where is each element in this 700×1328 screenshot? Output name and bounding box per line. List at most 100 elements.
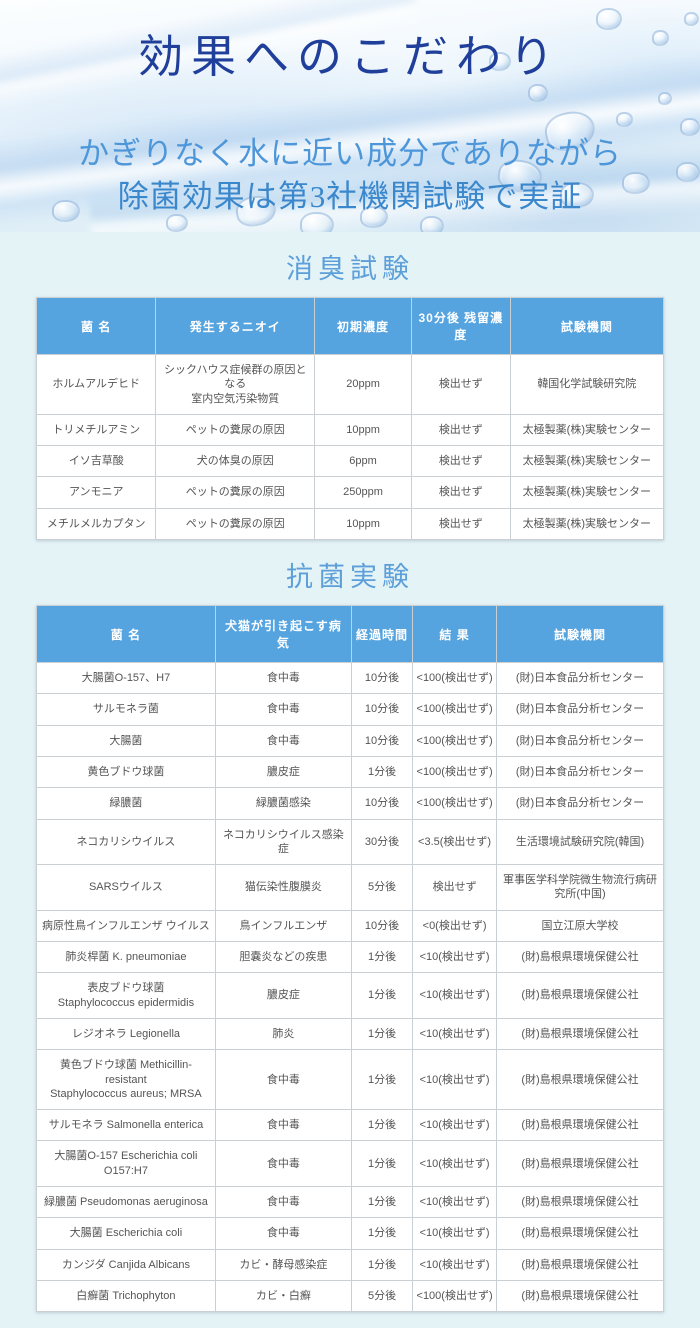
cell: シックハウス症候群の原因となる 室内空気汚染物質 <box>155 354 316 415</box>
table-row: 黄色ブドウ球菌 膿皮症 1分後 <100(検出せず) (財)日本食品分析センター <box>36 755 665 789</box>
cell: 白癬菌 Trichophyton <box>36 1279 216 1313</box>
cell: 10分後 <box>350 909 414 943</box>
cell: <3.5(検出せず) <box>412 818 497 866</box>
cell: <0(検出せず) <box>412 909 497 943</box>
cell: トリメチルアミン <box>35 413 157 447</box>
cell: 鳥インフルエンザ <box>214 909 352 943</box>
cell: 1分後 <box>350 1049 414 1111</box>
cell: 10ppm <box>314 507 412 541</box>
cell: 1分後 <box>350 755 414 789</box>
table-row: イソ吉草酸 犬の体臭の原因 6ppm 検出せず 太極製薬(株)実験センター <box>35 445 665 478</box>
column-header: 発生するニオイ <box>155 297 316 355</box>
cell: 検出せず <box>410 476 511 509</box>
cell: アンモニア <box>35 476 157 509</box>
cell: <10(検出せず) <box>412 941 497 974</box>
column-header: 30分後 残留濃度 <box>410 297 511 355</box>
cell: <100(検出せず) <box>412 755 497 789</box>
header-row: 菌 名犬猫が引き起こす病気 経過時間結 果試験機関 <box>36 605 665 664</box>
cell: ペットの糞尿の原因 <box>155 507 316 541</box>
cell: 病原性鳥インフルエンザ ウイルス <box>36 909 216 943</box>
cell: サルモネラ菌 <box>36 693 216 726</box>
cell: (財)島根県環境保健公社 <box>495 1186 665 1219</box>
cell: 10分後 <box>350 662 414 695</box>
table-row: 大腸菌O-157 Escherichia coli O157:H7 食中毒 1分後 <… <box>36 1140 665 1188</box>
cell: 1分後 <box>350 972 414 1019</box>
cell: 20ppm <box>314 354 412 415</box>
cell: 1分後 <box>350 1217 414 1250</box>
cell: 6ppm <box>314 445 412 478</box>
cell: 肺炎 <box>214 1017 352 1051</box>
cell: 250ppm <box>314 476 412 509</box>
cell: 軍事医学科学院微生物流行病研究所(中国) <box>495 864 665 911</box>
cell: 10分後 <box>350 724 414 757</box>
cell: 胆嚢炎などの疾患 <box>214 941 352 974</box>
cell: 10分後 <box>350 787 414 820</box>
cell: 犬の体臭の原因 <box>155 445 316 478</box>
cell: 5分後 <box>350 864 414 911</box>
cell: 肺炎桿菌 K. pneumoniae <box>36 941 216 974</box>
cell: <10(検出せず) <box>412 972 497 1019</box>
column-header: 菌 名 <box>35 297 157 355</box>
cell: 緑膿菌感染 <box>214 787 352 820</box>
water-bubble <box>528 84 548 102</box>
column-header: 初期濃度 <box>314 297 412 355</box>
cell: 1分後 <box>350 941 414 974</box>
cell: 食中毒 <box>214 1186 352 1219</box>
cell: 黄色ブドウ球菌 Methicillin-resistant Staphyloco… <box>36 1049 216 1111</box>
cell: 黄色ブドウ球菌 <box>36 755 216 789</box>
subtitle-line-2: 除菌効果は第3社機関試験で実証 <box>117 178 583 214</box>
cell: ペットの糞尿の原因 <box>155 413 316 447</box>
water-bubble <box>616 112 633 127</box>
cell: (財)島根県環境保健公社 <box>495 1140 665 1188</box>
cell: 食中毒 <box>214 1049 352 1111</box>
cell: (財)島根県環境保健公社 <box>495 1049 665 1111</box>
cell: (財)島根県環境保健公社 <box>495 1109 665 1142</box>
cell: <100(検出せず) <box>412 1279 497 1313</box>
cell: (財)島根県環境保健公社 <box>495 1248 665 1281</box>
column-header: 経過時間 <box>350 605 414 664</box>
water-bubble <box>658 92 672 105</box>
cell: (財)島根県環境保健公社 <box>495 941 665 974</box>
column-header: 試験機関 <box>495 605 665 664</box>
cell: (財)日本食品分析センター <box>495 755 665 789</box>
cell: 猫伝染性腹膜炎 <box>214 864 352 911</box>
cell: 韓国化学試験研究院 <box>509 354 665 415</box>
cell: 検出せず <box>410 354 511 415</box>
cell: メチルメルカプタン <box>35 507 157 541</box>
table-row: 肺炎桿菌 K. pneumoniae 胆嚢炎などの疾患 1分後 <10(検出せず) (財… <box>36 941 665 974</box>
cell: 食中毒 <box>214 724 352 757</box>
cell: ネコカリシウイルス <box>36 818 216 866</box>
cell: 太極製薬(株)実験センター <box>509 476 665 509</box>
table-row: SARSウイルス 猫伝染性腹膜炎 5分後 検出せず 軍事医学科学院微生物流行病研究所(中… <box>36 864 665 911</box>
cell: 大腸菌 Escherichia coli <box>36 1217 216 1250</box>
table-row: 緑膿菌 Pseudomonas aeruginosa 食中毒 1分後 <10(検出せず… <box>36 1186 665 1219</box>
header-row: 菌 名発生するニオイ 初期濃度 30分後 残留濃度 試験機関 <box>35 297 665 355</box>
table-row: 黄色ブドウ球菌 Methicillin-resistant Staphyloco… <box>36 1049 665 1111</box>
section-heading-antibacterial: 抗菌実験 <box>286 562 414 593</box>
cell: 食中毒 <box>214 1109 352 1142</box>
cell: 膿皮症 <box>214 972 352 1019</box>
cell: 膿皮症 <box>214 755 352 789</box>
table-row: 大腸菌O-157、H7 食中毒 10分後 <100(検出せず) (財)日本食品分析センタ… <box>36 662 665 695</box>
table-row: メチルメルカプタン ペットの糞尿の原因 10ppm 検出せず 太極製薬(株)実験センター <box>35 507 665 541</box>
column-header: 結 果 <box>412 605 497 664</box>
cell: 大腸菌O-157、H7 <box>36 662 216 695</box>
table-row: 病原性鳥インフルエンザ ウイルス 鳥インフルエンザ 10分後 <0(検出せず) 国立江原… <box>36 909 665 943</box>
table-row: カンジダ Canjida Albicans カビ・酵母感染症 1分後 <10(検出せず… <box>36 1248 665 1281</box>
cell: 緑膿菌 Pseudomonas aeruginosa <box>36 1186 216 1219</box>
table-row: 白癬菌 Trichophyton カビ・白癬 5分後 <100(検出せず) (財)島根県… <box>36 1279 665 1313</box>
cell: 大腸菌 <box>36 724 216 757</box>
cell: <10(検出せず) <box>412 1140 497 1188</box>
cell: 検出せず <box>410 413 511 447</box>
cell: (財)島根県環境保健公社 <box>495 972 665 1019</box>
cell: 食中毒 <box>214 1217 352 1250</box>
deodorization-table: 菌 名発生するニオイ 初期濃度 30分後 残留濃度 試験機関 ホルムアルデヒド シックハ… <box>35 297 665 541</box>
cell: ペットの糞尿の原因 <box>155 476 316 509</box>
cell: 太極製薬(株)実験センター <box>509 507 665 541</box>
antibacterial-table: 菌 名犬猫が引き起こす病気 経過時間結 果試験機関 大腸菌O-157、H7 食中毒 1… <box>36 605 665 1313</box>
table-row: レジオネラ Legionella 肺炎 1分後 <10(検出せず) (財)島根県環境保健… <box>36 1017 665 1051</box>
cell: カビ・酵母感染症 <box>214 1248 352 1281</box>
cell: 太極製薬(株)実験センター <box>509 413 665 447</box>
cell: 10分後 <box>350 693 414 726</box>
cell: 1分後 <box>350 1186 414 1219</box>
